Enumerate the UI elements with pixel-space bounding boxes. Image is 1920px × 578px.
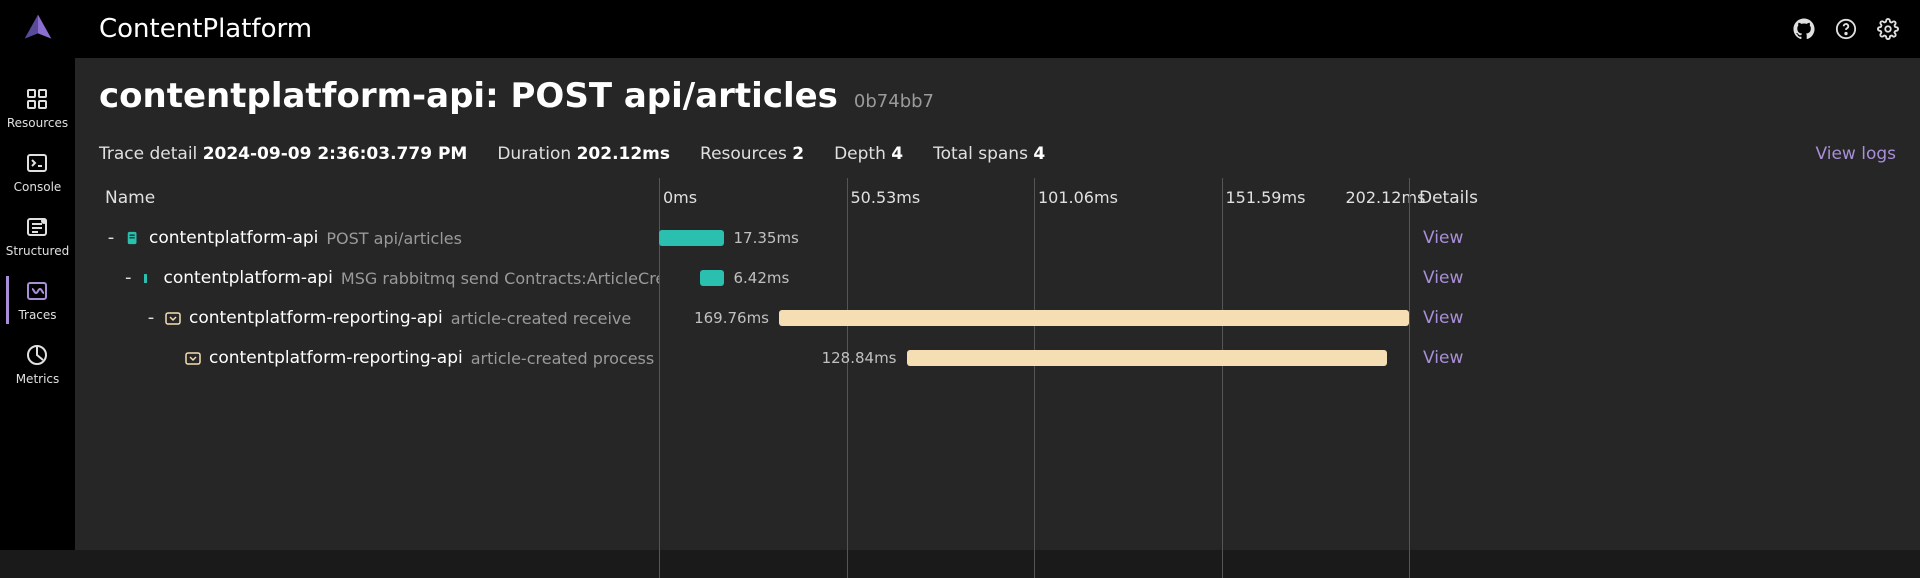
span-type-icon: [185, 350, 201, 366]
view-span-link[interactable]: View: [1409, 308, 1509, 328]
app-title: ContentPlatform: [99, 14, 312, 44]
span-operation: article-created receive: [451, 309, 631, 328]
page-title-text: contentplatform-api: POST api/articles: [99, 76, 838, 116]
span-bar[interactable]: [779, 310, 1409, 326]
span-duration-label: 6.42ms: [734, 269, 790, 287]
terminal-icon: [24, 150, 50, 176]
span-type-icon: [140, 270, 156, 286]
topbar: ContentPlatform: [75, 0, 1920, 58]
span-bar-cell: 17.35ms: [659, 218, 1409, 258]
span-operation: POST api/articles: [326, 229, 462, 248]
content: contentplatform-api: POST api/articles 0…: [75, 58, 1920, 550]
sidebar-item-traces[interactable]: Traces: [6, 268, 69, 332]
topbar-actions: [1792, 17, 1900, 41]
view-span-link[interactable]: View: [1409, 268, 1509, 288]
sidebar-item-label: Metrics: [16, 372, 60, 386]
sidebar-item-label: Traces: [18, 308, 56, 322]
span-type-icon: [125, 230, 141, 246]
span-bar-cell: 169.76ms: [659, 298, 1409, 338]
github-icon[interactable]: [1792, 17, 1816, 41]
chart-icon: [24, 342, 50, 368]
meta-total-spans: Total spans 4: [933, 144, 1045, 164]
span-type-icon: [165, 310, 181, 326]
grid-icon: [24, 86, 50, 112]
sidebar: Resources Console Structured Traces Metrics: [0, 0, 75, 550]
trace-row: - contentplatform-reporting-api article-cr…: [99, 298, 1896, 338]
timeline-tick: 202.12ms: [1346, 188, 1426, 207]
span-service-name: contentplatform-api: [149, 228, 318, 248]
span-bar[interactable]: [907, 350, 1387, 366]
timeline-tick: 0ms: [663, 188, 697, 207]
view-span-link[interactable]: View: [1409, 228, 1509, 248]
span-name-cell: contentplatform-reporting-api article-cre…: [99, 348, 659, 368]
sidebar-item-resources[interactable]: Resources: [6, 76, 69, 140]
sidebar-item-label: Structured: [6, 244, 69, 258]
timeline-tick: 101.06ms: [1038, 188, 1118, 207]
sidebar-item-label: Console: [14, 180, 62, 194]
span-operation: MSG rabbitmq send Contracts:ArticleCreat…: [341, 269, 659, 288]
sidebar-item-structured[interactable]: Structured: [6, 204, 69, 268]
meta-trace-detail: Trace detail 2024-09-09 2:36:03.779 PM: [99, 144, 467, 164]
list-icon: [24, 214, 50, 240]
sidebar-item-label: Resources: [7, 116, 68, 130]
settings-icon[interactable]: [1876, 17, 1900, 41]
table-header: Name 0ms50.53ms101.06ms151.59ms202.12ms …: [99, 178, 1896, 218]
span-duration-label: 169.76ms: [694, 309, 769, 327]
span-bar[interactable]: [700, 270, 724, 286]
meta-depth: Depth 4: [834, 144, 903, 164]
timeline-header: 0ms50.53ms101.06ms151.59ms202.12ms: [659, 188, 1409, 208]
span-service-name: contentplatform-api: [164, 268, 333, 288]
timeline-tick: 151.59ms: [1226, 188, 1306, 207]
col-name-header: Name: [99, 188, 659, 208]
help-icon[interactable]: [1834, 17, 1858, 41]
trace-hash: 0b74bb7: [854, 91, 934, 112]
page-title: contentplatform-api: POST api/articles 0…: [99, 76, 1896, 116]
trace-row: contentplatform-reporting-api article-cre…: [99, 338, 1896, 378]
span-operation: article-created process: [471, 349, 654, 368]
span-service-name: contentplatform-reporting-api: [209, 348, 463, 368]
traces-icon: [24, 278, 50, 304]
view-logs-link[interactable]: View logs: [1815, 144, 1896, 164]
expand-toggle[interactable]: -: [145, 309, 157, 327]
span-duration-label: 128.84ms: [822, 349, 897, 367]
span-name-cell: - contentplatform-reporting-api article-cr…: [99, 308, 659, 328]
trace-row: - contentplatform-api MSG rabbitmq send Co…: [99, 258, 1896, 298]
main: ContentPlatform contentplatform-api: POS…: [75, 0, 1920, 550]
meta-duration: Duration 202.12ms: [497, 144, 670, 164]
span-bar-cell: 6.42ms: [659, 258, 1409, 298]
span-name-cell: - contentplatform-api POST api/articles: [99, 228, 659, 248]
span-service-name: contentplatform-reporting-api: [189, 308, 443, 328]
span-duration-label: 17.35ms: [734, 229, 799, 247]
sidebar-item-console[interactable]: Console: [6, 140, 69, 204]
table-body: - contentplatform-api POST api/articles 17.…: [99, 218, 1896, 378]
app-logo-icon: [20, 10, 56, 46]
expand-toggle: [165, 349, 177, 367]
span-name-cell: - contentplatform-api MSG rabbitmq send Co…: [99, 268, 659, 288]
expand-toggle[interactable]: -: [105, 229, 117, 247]
meta-resources: Resources 2: [700, 144, 804, 164]
span-bar-cell: 128.84ms: [659, 338, 1409, 378]
view-span-link[interactable]: View: [1409, 348, 1509, 368]
sidebar-item-metrics[interactable]: Metrics: [6, 332, 69, 396]
trace-table: Name 0ms50.53ms101.06ms151.59ms202.12ms …: [99, 178, 1896, 378]
timeline-tick: 50.53ms: [851, 188, 921, 207]
span-bar[interactable]: [659, 230, 724, 246]
expand-toggle[interactable]: -: [125, 269, 132, 287]
trace-row: - contentplatform-api POST api/articles 17.…: [99, 218, 1896, 258]
trace-meta-row: Trace detail 2024-09-09 2:36:03.779 PM D…: [99, 144, 1896, 164]
